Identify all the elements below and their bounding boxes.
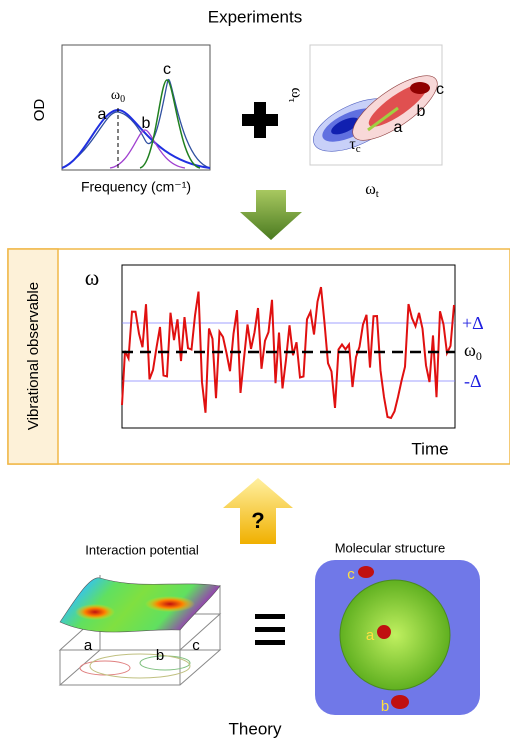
peak-label: c xyxy=(436,81,444,98)
site-label: a xyxy=(366,627,375,644)
slope-line xyxy=(367,106,399,132)
peak-label: a xyxy=(98,106,107,123)
map2d-panel: a b c τc ωτ ωt xyxy=(286,44,444,200)
bar xyxy=(255,627,285,632)
symbol: ω xyxy=(464,340,476,360)
upper-label: +Δ xyxy=(462,313,484,333)
lower-label: -Δ xyxy=(464,371,482,391)
peak-label: b xyxy=(142,115,151,132)
micelle xyxy=(339,579,451,691)
x-label: Time xyxy=(411,439,448,458)
down-arrow xyxy=(240,190,302,240)
peak-c-curve xyxy=(139,79,201,169)
positive-lobe xyxy=(368,83,428,127)
base-plane xyxy=(58,649,222,686)
plot-frame xyxy=(121,264,456,429)
spectrum-frame xyxy=(61,44,211,171)
time-label: τc xyxy=(349,136,360,155)
question-mark: ? xyxy=(251,508,264,533)
bar xyxy=(255,640,285,645)
structure-title: Molecular structure xyxy=(335,540,446,555)
contour xyxy=(89,653,191,679)
side-label: Vibrational observable xyxy=(25,282,42,430)
subscript: τ xyxy=(286,98,298,103)
x-label: ωt xyxy=(365,181,379,200)
footer: Theory xyxy=(229,719,282,738)
well xyxy=(145,596,195,612)
probe xyxy=(377,625,391,639)
peak-label: b xyxy=(417,103,426,120)
site-label: c xyxy=(347,566,355,583)
site-label: b xyxy=(156,647,164,664)
subscript: t xyxy=(376,188,379,200)
symbol: τ xyxy=(349,136,356,153)
probe xyxy=(391,695,409,709)
symbol: ω xyxy=(288,88,305,99)
probe xyxy=(358,566,374,578)
center-label: ω0 xyxy=(464,340,482,363)
observable-panel: Vibrational observable ω +Δ ω0 -Δ Time xyxy=(7,248,510,465)
center-label: ω0 xyxy=(111,88,125,105)
potential-title: Interaction potential xyxy=(85,542,199,557)
title: Experiments xyxy=(208,7,302,26)
peak-label: a xyxy=(394,119,403,136)
peak-label: c xyxy=(163,61,171,78)
total-curve xyxy=(61,79,211,169)
y-label: OD xyxy=(31,99,48,122)
molecular-structure: c a b xyxy=(315,560,480,715)
subscript: 0 xyxy=(476,349,482,363)
potential-surface: a b c xyxy=(58,575,222,686)
symbol: ω xyxy=(111,88,120,103)
well xyxy=(75,604,115,620)
subscript: 0 xyxy=(120,94,125,105)
bar xyxy=(255,614,285,619)
subscript: c xyxy=(356,143,361,155)
x-label: Frequency (cm⁻¹) xyxy=(81,179,191,195)
site-label: c xyxy=(192,637,200,654)
symbol: ω xyxy=(365,181,376,198)
positive-lobe xyxy=(410,82,430,94)
signal-trace xyxy=(121,286,455,420)
surface xyxy=(59,577,221,633)
up-arrow xyxy=(223,478,293,544)
side-column xyxy=(7,248,59,465)
y-label: ω xyxy=(85,265,99,290)
peak-b-curve xyxy=(109,129,186,169)
y-label: ωτ xyxy=(286,88,305,104)
spectrum-panel: OD Frequency (cm⁻¹) a b c ω0 xyxy=(31,44,211,195)
plus-sign xyxy=(242,102,278,138)
equivalence-sign xyxy=(255,614,285,645)
site-label: a xyxy=(84,637,93,654)
site-label: b xyxy=(381,698,389,715)
negative-lobe xyxy=(331,117,359,135)
